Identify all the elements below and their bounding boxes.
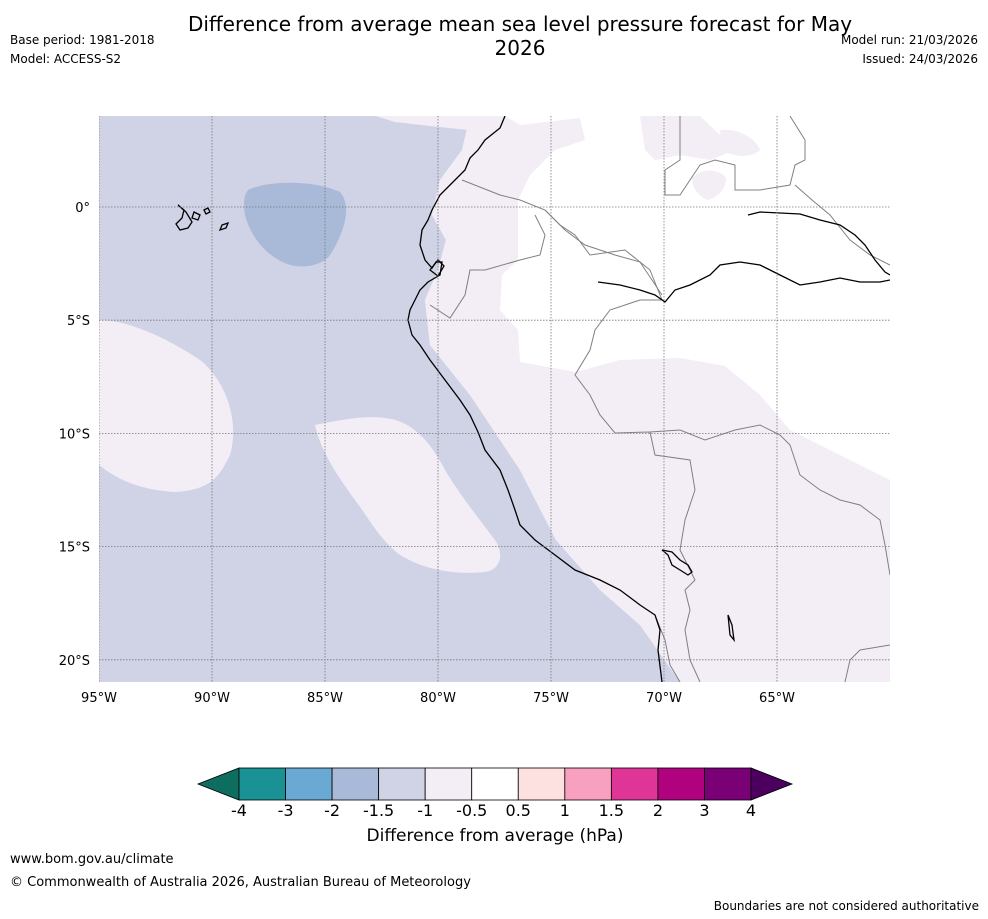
colorbar-tick-label: -4 bbox=[231, 801, 247, 820]
colorbar-tick-label: -1 bbox=[417, 801, 433, 820]
latitude-tick-label: 5°S bbox=[67, 314, 90, 329]
base-period-text: Base period: 1981-2018 bbox=[10, 33, 155, 47]
boundaries-disclaimer: Boundaries are not considered authoritat… bbox=[713, 899, 979, 913]
colorbar-over-extension bbox=[750, 767, 794, 801]
land-patch-neg-1-small bbox=[692, 170, 726, 200]
copyright-text: © Commonwealth of Australia 2026, Austra… bbox=[10, 875, 471, 890]
colorbar-tick-label: 3 bbox=[699, 801, 709, 820]
border-ecuador-peru bbox=[429, 214, 546, 319]
model-text: Model: ACCESS-S2 bbox=[10, 52, 122, 66]
longitude-tick-label: 75°W bbox=[533, 691, 569, 706]
border-peru-colombia-brazil bbox=[544, 209, 663, 301]
map-title: Difference from average mean sea level p… bbox=[187, 12, 853, 60]
latitude-labels: 0° 5°S 10°S 15°S 20°S bbox=[59, 201, 90, 669]
longitude-labels: 95°W 90°W 85°W 80°W 75°W 70°W 65°W bbox=[81, 691, 795, 706]
ocean-patch-neg-1-central bbox=[315, 417, 501, 573]
colorbar: -4 -3 -2 -1.5 -1 -0.5 0.5 1 1.5 2 3 4 bbox=[196, 767, 794, 820]
coastline-galapagos-santa-cruz bbox=[191, 211, 201, 221]
border-peru-bolivia bbox=[679, 489, 701, 682]
bom-website-link[interactable]: www.bom.gov.au/climate bbox=[10, 852, 174, 867]
issued-text: Issued: 24/03/2026 bbox=[862, 52, 978, 66]
coastlines bbox=[175, 116, 890, 682]
metadata-right: Model run: 21/03/2026 Issued: 24/03/2026 bbox=[841, 31, 978, 69]
longitude-tick-label: 90°W bbox=[194, 691, 230, 706]
border-colombia-venezuela bbox=[664, 116, 806, 196]
colorbar-segment bbox=[517, 767, 566, 801]
colorbar-tick-label: 1 bbox=[560, 801, 570, 820]
colorbar-segment bbox=[331, 767, 380, 801]
ocean-blob-neg-2 bbox=[244, 182, 347, 267]
colorbar-segment bbox=[238, 767, 286, 801]
coastline-galapagos-san-cristobal bbox=[218, 221, 230, 232]
colorbar-segment bbox=[657, 767, 705, 801]
border-chile-bolivia bbox=[654, 614, 681, 682]
map-panel bbox=[99, 116, 890, 682]
coastline-amazon-north bbox=[747, 211, 890, 276]
coastline-gulf-guayaquil bbox=[429, 259, 445, 277]
colorbar-segment bbox=[378, 767, 426, 801]
colorbar-tick-label: 0.5 bbox=[506, 801, 531, 820]
border-peru-brazil bbox=[574, 299, 696, 491]
colorbar-segment bbox=[704, 767, 752, 801]
border-brazil-bolivia bbox=[649, 424, 890, 576]
colorbar-segment bbox=[610, 767, 659, 801]
longitude-tick-label: 65°W bbox=[759, 691, 795, 706]
country-borders bbox=[429, 116, 890, 682]
colorbar-tick-label: 4 bbox=[746, 801, 756, 820]
latitude-tick-label: 15°S bbox=[59, 541, 90, 556]
colorbar-tick-label: 2 bbox=[653, 801, 663, 820]
longitude-tick-label: 85°W bbox=[307, 691, 343, 706]
model-run-text: Model run: 21/03/2026 bbox=[840, 33, 978, 47]
land-patch-neg-1-east bbox=[720, 129, 760, 156]
ocean-patch-neg-1-west bbox=[99, 320, 234, 492]
coastline-pacific bbox=[407, 116, 663, 682]
coastline-lake-small bbox=[727, 614, 735, 643]
land-band-neg-1 bbox=[425, 116, 890, 682]
latitude-tick-label: 10°S bbox=[59, 427, 90, 442]
colorbar-title: Difference from average (hPa) bbox=[366, 826, 624, 846]
border-colombia-ecuador bbox=[461, 179, 663, 296]
colorbar-tick-label: -2 bbox=[324, 801, 340, 820]
latitude-tick-label: 20°S bbox=[59, 654, 90, 669]
metadata-left: Base period: 1981-2018 Model: ACCESS-S2 bbox=[10, 31, 155, 69]
colorbar-tick-label: -3 bbox=[278, 801, 294, 820]
longitude-tick-label: 80°W bbox=[420, 691, 456, 706]
coastline-galapagos-isabela bbox=[175, 204, 193, 231]
grid-lines bbox=[99, 116, 890, 682]
latitude-tick-label: 0° bbox=[75, 201, 90, 216]
colorbar-segment bbox=[564, 767, 612, 801]
colorbar-segment bbox=[285, 767, 333, 801]
longitude-tick-label: 95°W bbox=[81, 691, 117, 706]
colorbar-tick-label: -1.5 bbox=[363, 801, 394, 820]
coastline-amazon-river bbox=[597, 261, 890, 303]
colorbar-segment bbox=[471, 767, 519, 801]
coastline-lake-titicaca bbox=[661, 549, 693, 576]
colorbar-tick-label: 1.5 bbox=[599, 801, 624, 820]
colorbar-tick-label: -0.5 bbox=[456, 801, 487, 820]
colorbar-segment bbox=[424, 767, 473, 801]
coastline-galapagos-small bbox=[203, 207, 211, 215]
longitude-tick-label: 70°W bbox=[646, 691, 682, 706]
colorbar-under-extension bbox=[196, 767, 240, 801]
border-paraguay bbox=[844, 644, 890, 682]
ocean-patch-neg-1-top bbox=[375, 116, 470, 130]
